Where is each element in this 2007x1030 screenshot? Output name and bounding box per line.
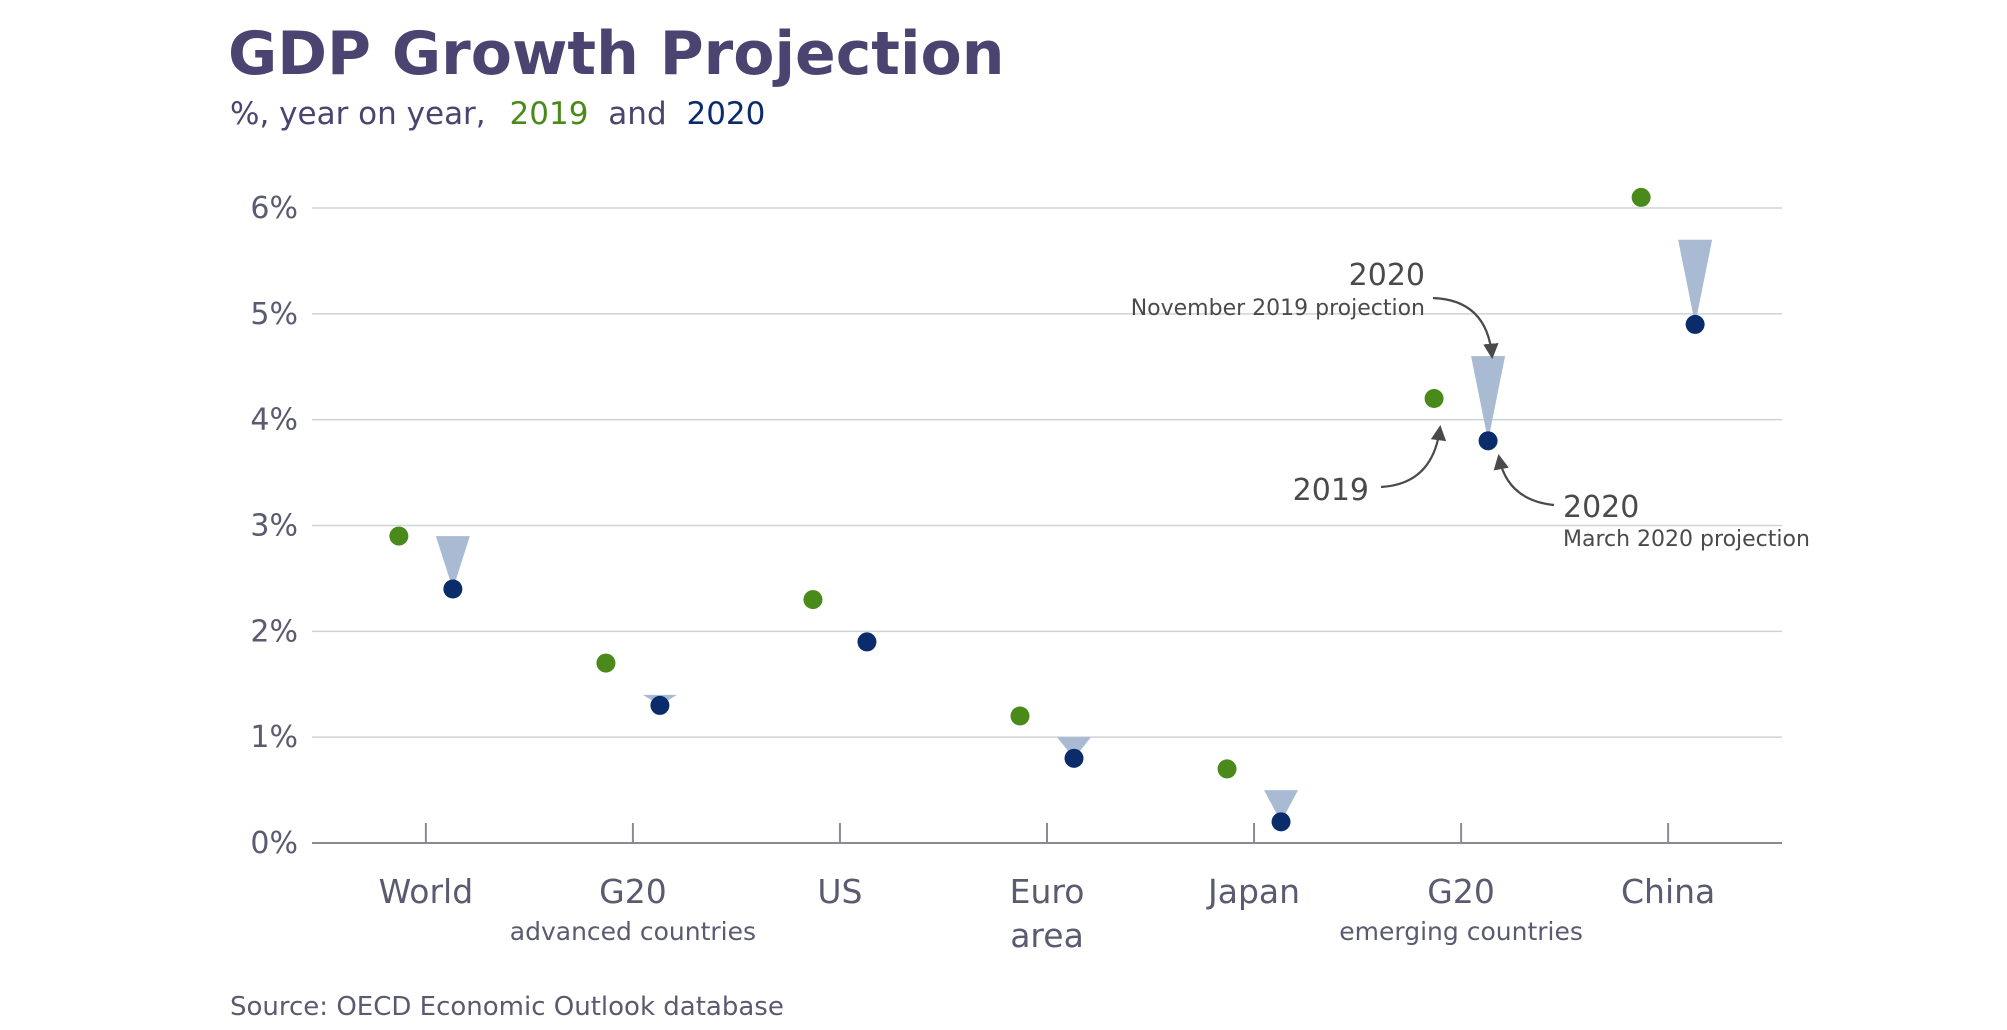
annotation-nov-year: 2020 — [1349, 258, 1425, 293]
downgrade-triangle — [435, 536, 470, 589]
subtitle-series-2019: 2019 — [510, 96, 589, 132]
y-tick-label: 6% — [250, 191, 298, 226]
downgrade-triangle — [1471, 356, 1506, 441]
data-points — [389, 187, 1705, 832]
x-tick-label: US — [817, 872, 862, 911]
x-tick-label: World — [379, 872, 474, 911]
x-tick-sublabel: advanced countries — [510, 917, 756, 946]
downgrade-triangle — [1678, 239, 1713, 325]
point-2020 — [857, 632, 877, 652]
downgrade-markers — [435, 239, 1713, 822]
subtitle-prefix: %, year on year, — [230, 96, 486, 132]
point-2020 — [443, 579, 463, 599]
point-2020 — [1271, 812, 1291, 832]
source-note: Source: OECD Economic Outlook database — [230, 992, 784, 1022]
x-tick-label: China — [1621, 872, 1715, 911]
chart-subtitle: %, year on year, 2019 and 2020 — [230, 96, 765, 132]
y-axis: 0% 1% 2% 3% 4% 5% 6% — [250, 191, 298, 861]
y-tick-label: 4% — [250, 403, 298, 438]
subtitle-series-2020: 2020 — [686, 96, 765, 132]
point-2019 — [1217, 759, 1237, 779]
point-2019 — [1631, 187, 1651, 207]
x-tick-sublabel: emerging countries — [1339, 917, 1583, 946]
point-2020 — [1478, 431, 1498, 451]
y-tick-label: 1% — [250, 720, 298, 755]
point-2020 — [650, 695, 670, 715]
annotation-nov-label: November 2019 projection — [1131, 296, 1425, 321]
gridlines — [312, 207, 1782, 844]
x-tick-label: Japan — [1206, 872, 1300, 911]
point-2019 — [1424, 389, 1444, 408]
annotation-2019-arrow — [1380, 424, 1447, 489]
point-2020 — [1064, 748, 1084, 768]
y-tick-label: 3% — [250, 509, 298, 544]
point-2019 — [1010, 706, 1030, 726]
y-tick-label: 0% — [250, 826, 298, 861]
annotation-mar-year: 2020 — [1563, 490, 1639, 525]
downgrade-triangle — [1057, 737, 1091, 759]
y-tick-label: 5% — [250, 297, 298, 332]
downgrade-triangle — [1264, 790, 1299, 822]
annotation-nov-arrow — [1432, 296, 1499, 360]
subtitle-joiner: and — [608, 96, 666, 132]
y-tick-label: 2% — [250, 614, 298, 649]
x-axis: World G20 advanced countries US Euro area Japa… — [379, 823, 1715, 955]
annotation-mar-arrow — [1493, 453, 1555, 507]
annotations: 2020 November 2019 projection 2019 2020 … — [1131, 258, 1810, 552]
point-2019 — [389, 526, 409, 546]
x-tick-label: G20 — [1427, 872, 1495, 911]
point-2020 — [1685, 314, 1705, 334]
x-tick-label: G20 — [599, 872, 667, 911]
annotation-2019-year: 2019 — [1293, 473, 1369, 508]
point-2019 — [596, 653, 616, 673]
chart-title: GDP Growth Projection — [228, 19, 1004, 89]
point-2019 — [803, 590, 823, 610]
annotation-mar-label: March 2020 projection — [1563, 527, 1810, 552]
x-tick-label: Euro area — [1010, 872, 1085, 955]
